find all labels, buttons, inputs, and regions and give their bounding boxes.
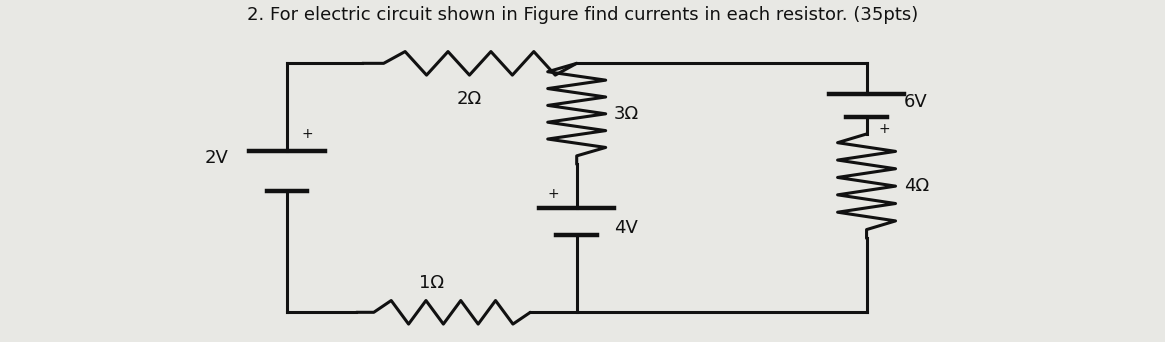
Text: 6V: 6V bbox=[904, 93, 927, 111]
Text: 4V: 4V bbox=[614, 219, 637, 237]
Text: 2V: 2V bbox=[205, 148, 228, 167]
Text: +: + bbox=[548, 187, 559, 201]
Text: +: + bbox=[878, 122, 890, 136]
Text: 2. For electric circuit shown in Figure find currents in each resistor. (35pts): 2. For electric circuit shown in Figure … bbox=[247, 6, 918, 24]
Text: 3Ω: 3Ω bbox=[614, 105, 638, 123]
Text: +: + bbox=[302, 127, 313, 141]
Text: 2Ω: 2Ω bbox=[457, 90, 482, 108]
Text: 1Ω: 1Ω bbox=[419, 274, 444, 292]
Text: 4Ω: 4Ω bbox=[904, 177, 929, 195]
